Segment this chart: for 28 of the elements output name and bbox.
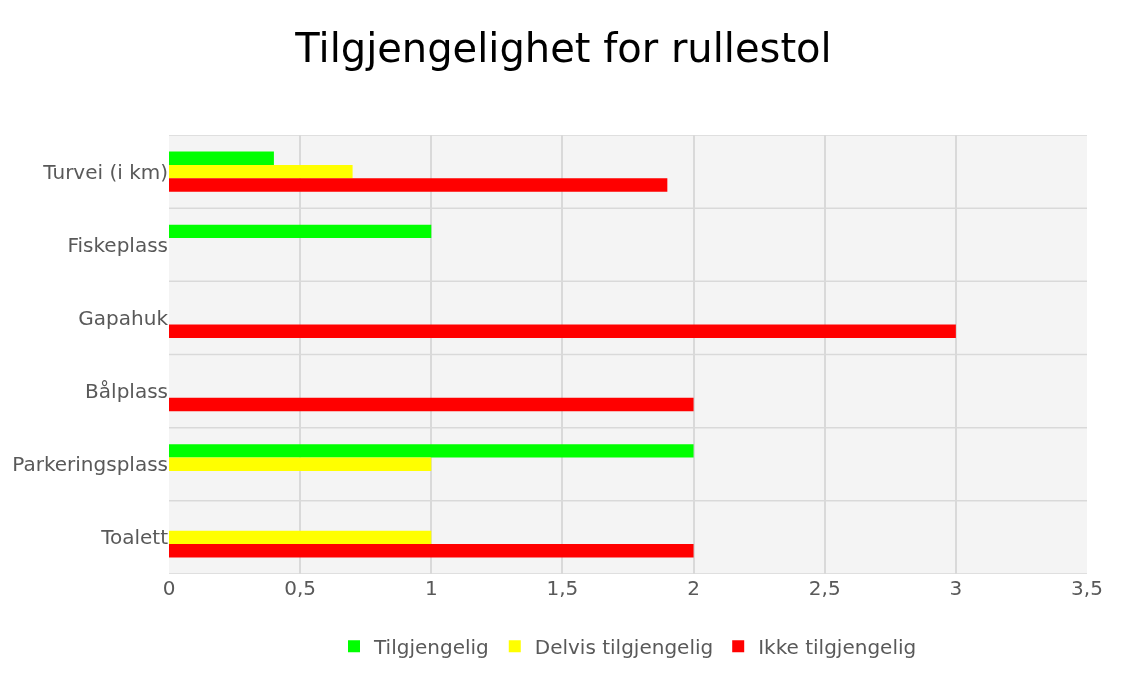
bar [169,178,668,192]
bar [169,324,956,339]
bar [169,164,353,179]
x-tick-label: 1,5 [546,576,579,600]
x-tick-label: 2 [687,576,700,600]
x-tick-label: 0 [162,576,176,600]
x-tick-label: 0,5 [284,576,317,600]
bar [169,444,694,458]
bar [169,530,432,545]
x-tick-label: 3,5 [1071,576,1103,600]
y-tick-label: Fiskeplass [67,232,168,257]
y-tick-label: Turvei (i km) [42,159,168,184]
bar [169,151,274,165]
y-tick-label: Bålplass [85,379,168,404]
x-tick-label: 1 [424,576,438,600]
bar [169,224,432,239]
y-tick-label: Gapahuk [78,305,169,330]
x-tick-label: 3 [949,576,963,600]
bar [169,544,694,558]
legend-label: Ikke tilgjengelig [758,634,917,659]
x-tick-label: 2,5 [808,576,841,600]
chart-title: Tilgjengelighet for rullestol [294,24,832,71]
y-tick-label: Parkeringsplass [12,452,168,477]
y-tick-label: Toalett [100,525,169,550]
bar [169,397,694,412]
legend-label: Tilgjengelig [373,634,489,659]
legend-label: Delvis tilgjengelig [534,634,714,659]
bar [169,457,432,471]
